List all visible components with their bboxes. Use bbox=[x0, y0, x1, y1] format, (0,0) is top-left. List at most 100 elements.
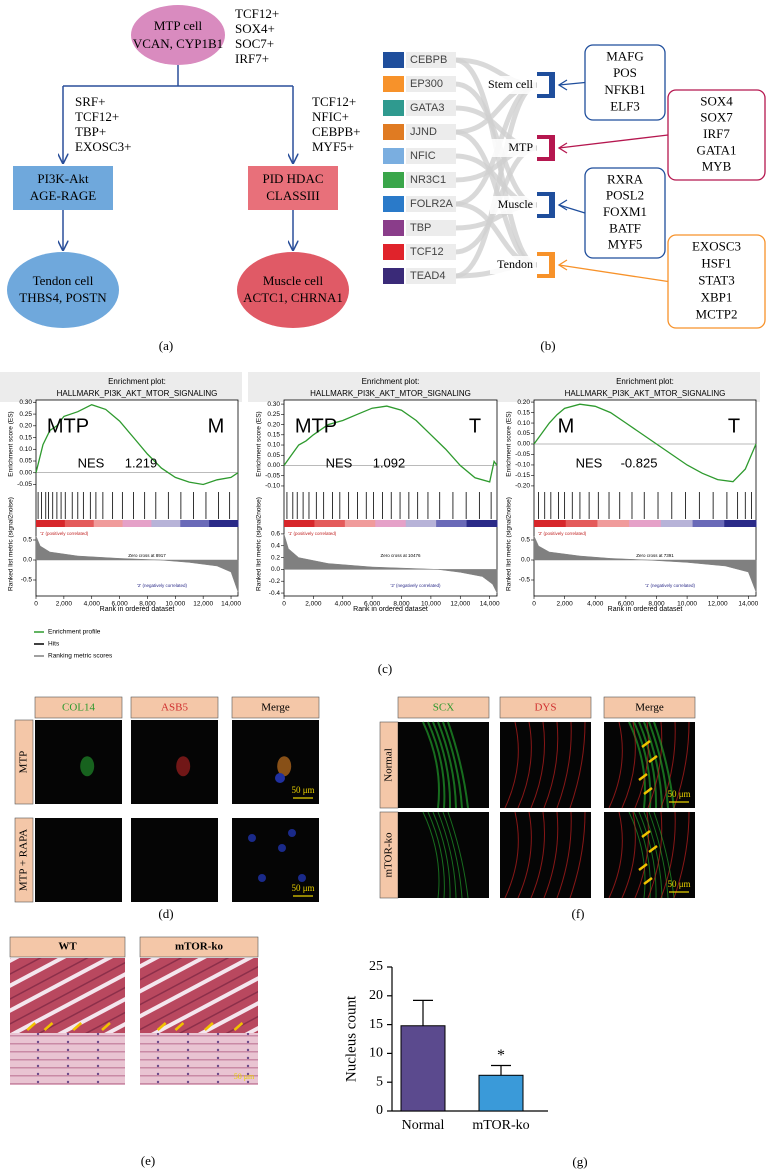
factor-swatch bbox=[383, 76, 404, 92]
y-tick-label: 0.25 bbox=[267, 411, 280, 418]
y-tick-label: 0.00 bbox=[19, 469, 32, 476]
signal bbox=[643, 721, 663, 809]
x-tick-label: 8,000 bbox=[648, 601, 665, 608]
column-header bbox=[397, 696, 490, 719]
x-tick-label: 2,000 bbox=[56, 601, 73, 608]
factor-name: FOLR2A bbox=[410, 198, 453, 210]
factor-label-bg bbox=[406, 100, 456, 116]
y-tick-label: 0.15 bbox=[267, 432, 280, 439]
column-header bbox=[603, 696, 696, 719]
rank-colorbar bbox=[597, 520, 630, 527]
rank-colorbar bbox=[122, 520, 152, 527]
scale-bar-label: 50 μm bbox=[667, 789, 690, 799]
column-label: DYS bbox=[534, 702, 556, 714]
class-label: '2' (positively correlated) bbox=[538, 531, 587, 536]
signal bbox=[530, 721, 545, 809]
micrograph bbox=[232, 818, 319, 902]
rank-colorbar bbox=[344, 520, 376, 527]
factor-swatch bbox=[383, 124, 404, 140]
rank-colorbar bbox=[565, 520, 598, 527]
rank-colorbar bbox=[64, 520, 95, 527]
factor: SOX4+ bbox=[235, 21, 275, 36]
node-markers: ACTC1, CHRNA1 bbox=[243, 290, 343, 305]
gene: MYB bbox=[702, 159, 732, 174]
gene-arrowhead bbox=[557, 79, 568, 91]
node-markers: THBS4, POSTN bbox=[19, 290, 107, 305]
factor-label-bg bbox=[406, 172, 456, 188]
factor-swatch bbox=[383, 52, 404, 68]
signal bbox=[80, 756, 95, 777]
signal bbox=[427, 721, 446, 809]
rank-colorbar bbox=[466, 520, 498, 527]
y2-tick-label: 0.0 bbox=[23, 557, 32, 564]
y-tick-label: 0.00 bbox=[517, 441, 530, 448]
gene-arrowhead bbox=[557, 142, 568, 154]
column-header bbox=[499, 696, 592, 719]
arrow-marker bbox=[643, 787, 653, 795]
y2-axis-label: Ranked list metric (signal2noise) bbox=[8, 497, 15, 591]
x-axis-label: Rank in ordered dataset bbox=[100, 606, 175, 613]
gene: BATF bbox=[609, 220, 641, 235]
es-line bbox=[283, 405, 498, 483]
group-label: M bbox=[208, 415, 225, 437]
arrow-marker bbox=[641, 740, 651, 748]
y-tick-label: 10 bbox=[369, 1046, 383, 1061]
y2-tick-label: 0.0 bbox=[271, 566, 280, 573]
y2-tick-label: 0.5 bbox=[521, 537, 530, 544]
factor: TCF12+ bbox=[312, 94, 356, 109]
x-tick-label: 0 bbox=[34, 601, 38, 608]
y-tick-label: 0.30 bbox=[19, 399, 32, 406]
rank-colorbar bbox=[284, 520, 315, 527]
x-tick-label: mTOR-ko bbox=[472, 1118, 529, 1133]
column-header bbox=[130, 696, 219, 719]
node-markers: VCAN, CYP1B1 bbox=[133, 36, 223, 51]
signal bbox=[648, 721, 669, 809]
signal bbox=[556, 811, 572, 899]
x-tick-label: 10,000 bbox=[421, 601, 441, 608]
y-tick-label: 20 bbox=[369, 988, 383, 1003]
signal bbox=[653, 721, 675, 809]
target-bar-inner bbox=[537, 76, 549, 94]
histology-tendon bbox=[140, 1033, 258, 1085]
gene: HSF1 bbox=[701, 256, 731, 271]
factor-label-bg bbox=[406, 148, 456, 164]
micrograph bbox=[500, 812, 591, 898]
gene: MYF5 bbox=[608, 237, 643, 252]
factor-name: JJND bbox=[410, 126, 437, 138]
factor: TCF12+ bbox=[235, 6, 279, 21]
panel-label: (g) bbox=[572, 1154, 587, 1169]
factor: TBP+ bbox=[75, 124, 106, 139]
chart-title: Enrichment plot: bbox=[108, 377, 166, 386]
legend-entry: Hits bbox=[48, 641, 60, 648]
class-label: '1' (positively correlated) bbox=[288, 531, 337, 536]
signal bbox=[277, 756, 292, 777]
factor-name: NFIC bbox=[410, 150, 436, 162]
x-tick-label: Normal bbox=[402, 1118, 445, 1133]
arrow-marker bbox=[641, 830, 651, 838]
x-tick-label: 4,000 bbox=[587, 601, 604, 608]
micrograph bbox=[35, 720, 122, 804]
x-tick-label: 8,000 bbox=[393, 601, 410, 608]
nes-label: NES bbox=[326, 455, 353, 470]
rank-colorbar bbox=[93, 520, 124, 527]
class-label: '1' (positively correlated) bbox=[40, 531, 89, 536]
y-tick-label: 0.20 bbox=[267, 421, 280, 428]
column-label: Merge bbox=[261, 702, 290, 714]
gene: NFKB1 bbox=[604, 82, 645, 97]
factor: EXOSC3+ bbox=[75, 139, 131, 154]
zero-cross: Zero cross at 10476 bbox=[380, 553, 421, 558]
signal bbox=[653, 811, 675, 899]
micrograph bbox=[131, 720, 218, 804]
nes-label: NES bbox=[78, 455, 105, 470]
node-label: Muscle cell bbox=[263, 273, 324, 288]
metric-area bbox=[283, 533, 498, 594]
row-header bbox=[14, 719, 34, 805]
x-tick-label: 6,000 bbox=[618, 601, 635, 608]
target-name: Muscle bbox=[498, 197, 533, 211]
signal bbox=[504, 721, 519, 809]
x-tick-label: 14,000 bbox=[221, 601, 241, 608]
pathway: PID HDAC bbox=[262, 171, 323, 186]
factor-swatch bbox=[383, 148, 404, 164]
signal bbox=[621, 811, 636, 899]
signal bbox=[647, 811, 663, 899]
